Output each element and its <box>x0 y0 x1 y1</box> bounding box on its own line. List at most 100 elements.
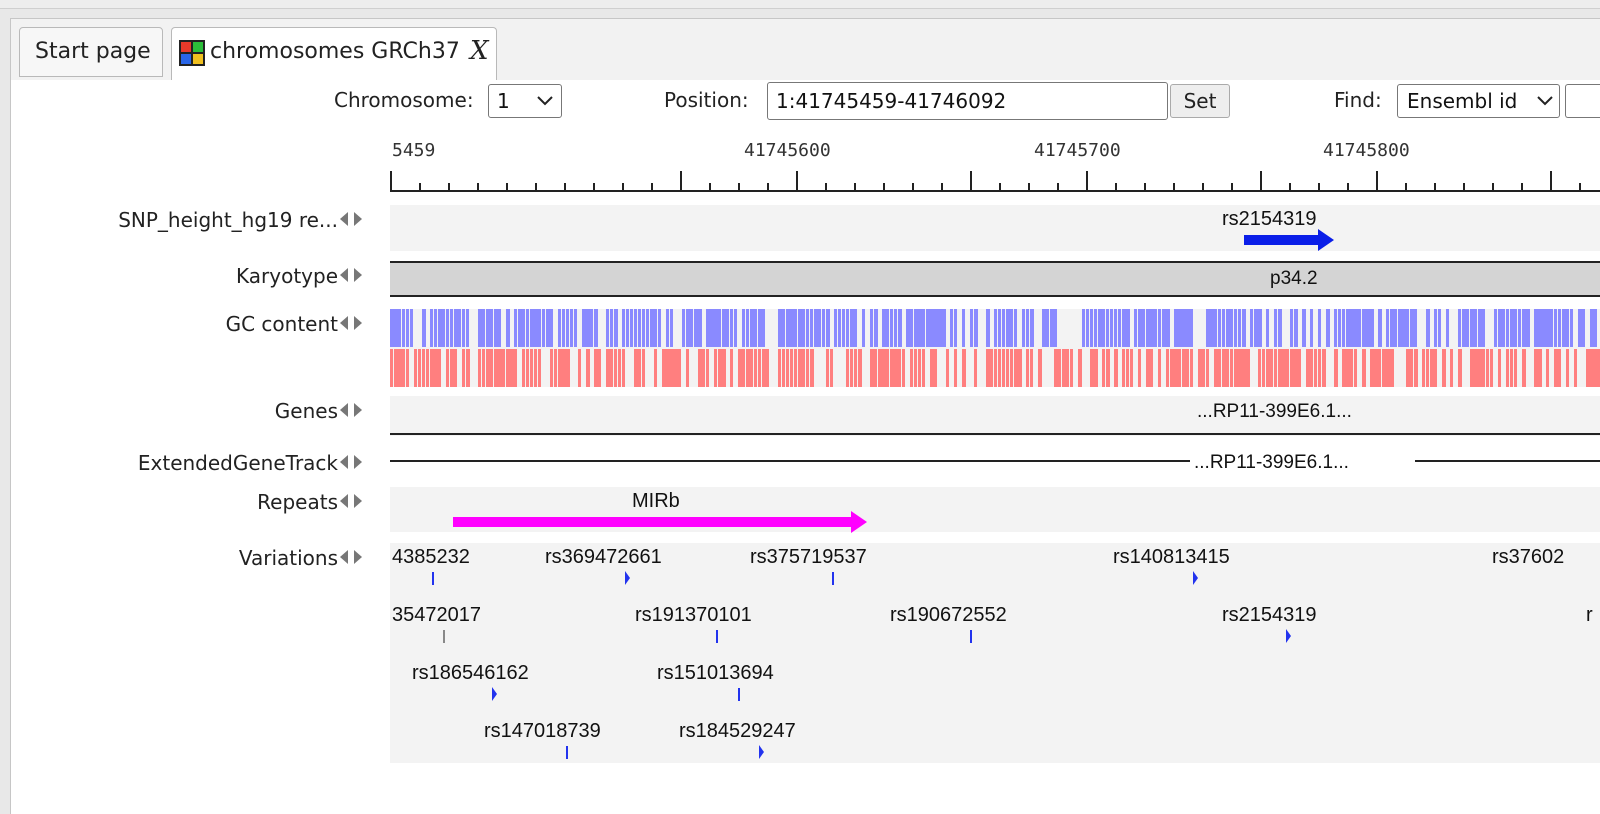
snp-feature-arrow[interactable] <box>1244 229 1336 251</box>
tab-start-page[interactable]: Start page <box>19 27 163 77</box>
gc-low-stripe <box>486 349 490 387</box>
gc-low-stripe <box>526 349 529 387</box>
variation-marker[interactable] <box>443 630 445 643</box>
gc-low-stripe <box>434 349 438 387</box>
track-move-arrows-icon[interactable] <box>339 549 365 565</box>
gc-high-stripe <box>1190 309 1193 347</box>
variation-label: rs375719537 <box>750 546 867 569</box>
gc-high-stripe <box>494 309 498 347</box>
position-input[interactable] <box>767 82 1168 120</box>
find-select[interactable]: Ensembl id <box>1397 84 1560 118</box>
gc-low-stripe <box>1310 349 1313 387</box>
gc-high-stripe <box>1142 309 1145 347</box>
gc-high-stripe <box>614 309 618 347</box>
track-move-arrows-icon[interactable] <box>339 267 365 283</box>
gc-high-stripe <box>1098 309 1102 347</box>
gc-low-stripe <box>954 349 957 387</box>
variation-marker[interactable] <box>759 745 764 759</box>
track-move-arrows-icon[interactable] <box>339 493 365 509</box>
gc-high-stripe <box>1566 309 1569 347</box>
gc-high-stripe <box>854 309 857 347</box>
gc-low-stripe <box>1482 349 1485 387</box>
track-move-arrows-icon[interactable] <box>339 454 365 470</box>
variation-marker[interactable] <box>1286 629 1291 643</box>
gc-low-stripe <box>1554 349 1558 387</box>
gc-low-stripe <box>1270 349 1273 387</box>
gc-high-stripe <box>1026 309 1029 347</box>
gc-high-stripe <box>1398 309 1402 347</box>
gc-low-stripe <box>490 349 493 387</box>
variation-marker[interactable] <box>625 571 630 585</box>
gc-low-stripe <box>890 349 894 387</box>
gc-low-stripe <box>1426 349 1429 387</box>
gc-high-stripe <box>498 309 501 347</box>
gc-low-stripe <box>398 349 402 387</box>
gc-low-stripe <box>1018 349 1022 387</box>
gc-high-stripe <box>1362 309 1366 347</box>
variation-marker[interactable] <box>970 630 972 643</box>
variation-marker[interactable] <box>566 746 568 759</box>
gc-low-stripe <box>598 349 601 387</box>
gc-high-stripe <box>1222 309 1225 347</box>
gc-high-stripe <box>1214 309 1217 347</box>
gc-content-plot[interactable] <box>390 309 1600 387</box>
variation-marker[interactable] <box>716 630 718 643</box>
gc-high-stripe <box>706 309 710 347</box>
gc-high-stripe <box>1002 309 1005 347</box>
gc-low-stripe <box>414 349 417 387</box>
gc-low-stripe <box>1510 349 1513 387</box>
gc-high-stripe <box>454 309 458 347</box>
gc-low-stripe <box>1298 349 1301 387</box>
gc-low-stripe <box>1590 349 1594 387</box>
gc-high-stripe <box>782 309 785 347</box>
variation-label: rs186546162 <box>412 662 529 685</box>
gc-high-stripe <box>1258 309 1262 347</box>
gc-low-stripe <box>1030 349 1033 387</box>
gc-high-stripe <box>1458 309 1461 347</box>
gc-high-stripe <box>406 309 409 347</box>
track-move-arrows-icon[interactable] <box>339 211 365 227</box>
track-move-arrows-icon[interactable] <box>339 315 365 331</box>
karyotype-band-label: p34.2 <box>1270 268 1318 290</box>
gc-high-stripe <box>786 309 790 347</box>
gc-low-stripe <box>1318 349 1321 387</box>
track-move-arrows-icon[interactable] <box>339 402 365 418</box>
gc-high-stripe <box>1094 309 1097 347</box>
variation-marker[interactable] <box>492 687 497 701</box>
gc-low-stripe <box>502 349 505 387</box>
gc-high-stripe <box>962 309 965 347</box>
gc-low-stripe <box>910 349 913 387</box>
gc-high-stripe <box>730 309 733 347</box>
gc-low-stripe <box>1306 349 1310 387</box>
gc-high-stripe <box>1102 309 1105 347</box>
gc-low-stripe <box>994 349 997 387</box>
variation-marker[interactable] <box>1193 571 1198 585</box>
gc-high-stripe <box>1334 309 1337 347</box>
chevron-down-icon <box>1537 95 1553 107</box>
variation-marker[interactable] <box>832 572 834 585</box>
karyotype-band[interactable] <box>390 261 1600 297</box>
gc-high-stripe <box>750 309 754 347</box>
gc-high-stripe <box>822 309 825 347</box>
gc-high-stripe <box>570 309 573 347</box>
gc-low-stripe <box>858 349 862 387</box>
variation-marker[interactable] <box>738 688 740 701</box>
gc-low-stripe <box>806 349 809 387</box>
repeat-feature-arrow[interactable] <box>453 511 869 533</box>
set-button[interactable]: Set <box>1170 84 1230 118</box>
variation-marker[interactable] <box>432 572 434 585</box>
close-icon[interactable]: X <box>470 36 489 66</box>
gc-low-stripe <box>1138 349 1141 387</box>
chromosome-select[interactable]: 1 <box>488 84 562 118</box>
find-label: Find: <box>1334 88 1382 112</box>
gc-low-stripe <box>1058 349 1061 387</box>
gc-high-stripe <box>682 309 685 347</box>
track-snp-area[interactable] <box>390 205 1600 251</box>
tab-chromosomes[interactable]: chromosomes GRCh37 X <box>171 27 497 81</box>
track-genes-area[interactable] <box>390 396 1600 436</box>
gc-high-stripe <box>550 309 553 347</box>
gc-high-stripe <box>1242 309 1246 347</box>
gc-high-stripe <box>1510 309 1514 347</box>
gc-high-stripe <box>794 309 797 347</box>
find-input[interactable] <box>1565 84 1600 118</box>
